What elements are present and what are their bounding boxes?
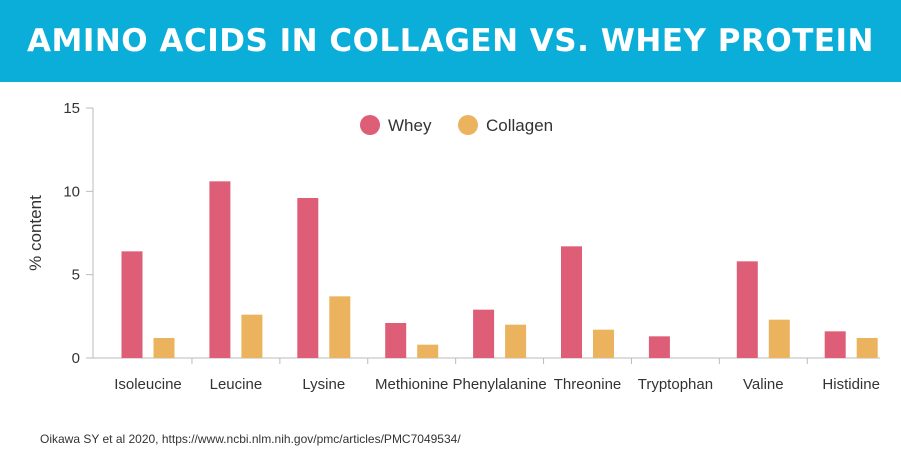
legend-swatch-whey bbox=[360, 115, 380, 135]
legend-label-whey: Whey bbox=[388, 116, 432, 135]
x-tick-label: Lysine bbox=[302, 376, 345, 393]
whey-bar bbox=[385, 323, 407, 358]
y-tick-label: 10 bbox=[63, 183, 80, 200]
y-tick-label: 15 bbox=[63, 100, 80, 117]
whey-bar bbox=[297, 198, 319, 358]
legend: Whey Collagen bbox=[360, 115, 553, 135]
legend-swatch-collagen bbox=[458, 115, 478, 135]
bars bbox=[121, 181, 878, 358]
collagen-bar bbox=[768, 319, 790, 358]
collagen-bar bbox=[593, 329, 614, 358]
chart-title: AMINO ACIDS IN COLLAGEN VS. WHEY PROTEIN bbox=[26, 23, 874, 59]
collagen-bar bbox=[241, 314, 263, 358]
title-banner: AMINO ACIDS IN COLLAGEN VS. WHEY PROTEIN bbox=[0, 0, 901, 82]
x-tick-label: Tryptophan bbox=[638, 376, 713, 393]
y-tick-label: 5 bbox=[72, 267, 80, 284]
collagen-bar bbox=[417, 344, 439, 358]
whey-bar bbox=[561, 246, 582, 358]
x-tick-labels: Isoleucine Leucine Lysine Methionine Phenyla… bbox=[114, 376, 880, 393]
collagen-bar bbox=[505, 324, 527, 358]
source-citation: Oikawa SY et al 2020, https://www.ncbi.n… bbox=[40, 432, 461, 446]
legend-label-collagen: Collagen bbox=[486, 116, 553, 135]
bar-chart: 0 5 10 15 % content Isoleucine Leucine Lysine M… bbox=[26, 100, 880, 393]
x-tick-label: Phenylalanine bbox=[452, 376, 546, 393]
x-tick-label: Valine bbox=[743, 376, 784, 393]
whey-bar bbox=[736, 261, 758, 358]
x-tick-label: Isoleucine bbox=[114, 376, 182, 393]
collagen-bar bbox=[153, 338, 175, 358]
whey-bar bbox=[473, 309, 495, 358]
whey-bar bbox=[209, 181, 231, 358]
y-tick-label: 0 bbox=[72, 350, 80, 367]
whey-bar bbox=[648, 336, 670, 358]
x-tick-label: Histidine bbox=[822, 376, 880, 393]
x-tick-label: Threonine bbox=[554, 376, 622, 393]
whey-bar bbox=[824, 331, 846, 358]
x-tick-label: Leucine bbox=[210, 376, 263, 393]
whey-bar bbox=[121, 251, 143, 358]
collagen-bar bbox=[856, 338, 878, 358]
y-axis-label: % content bbox=[26, 195, 45, 271]
x-tick-label: Methionine bbox=[375, 376, 448, 393]
collagen-bar bbox=[329, 296, 351, 358]
